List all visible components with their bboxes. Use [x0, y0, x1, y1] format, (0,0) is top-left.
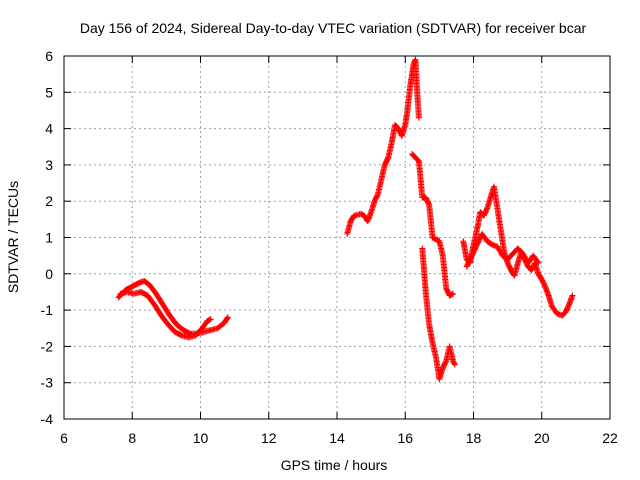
data-layer	[115, 56, 576, 383]
x-tick-label: 18	[466, 430, 482, 446]
x-tick-label: 8	[128, 430, 136, 446]
x-tick-label: 10	[193, 430, 209, 446]
x-tick-label: 22	[602, 430, 618, 446]
x-tick-label: 20	[534, 430, 550, 446]
y-tick-label: 5	[45, 84, 53, 100]
y-tick-label: 4	[45, 121, 53, 137]
data-series	[409, 151, 457, 299]
y-tick-label: -2	[41, 338, 54, 354]
y-tick-label: 2	[45, 193, 53, 209]
x-tick-label: 12	[261, 430, 277, 446]
y-tick-label: -3	[41, 375, 54, 391]
grid-layer	[64, 56, 610, 419]
y-tick-label: 3	[45, 157, 53, 173]
x-tick-label: 6	[60, 430, 68, 446]
data-point-marks	[419, 245, 458, 383]
x-tick-label: 14	[329, 430, 345, 446]
data-series	[463, 230, 542, 270]
y-axis-label: SDTVAR / TECUs	[5, 181, 21, 293]
y-tick-label: 1	[45, 230, 53, 246]
y-tick-label: -1	[41, 302, 54, 318]
x-axis-label: GPS time / hours	[281, 457, 388, 473]
data-point-marks	[409, 151, 457, 299]
data-series	[117, 288, 214, 341]
data-series	[344, 56, 422, 237]
data-point-marks	[344, 56, 422, 237]
x-tick-label: 16	[397, 430, 413, 446]
y-tick-label: -4	[41, 411, 54, 427]
data-series	[419, 245, 458, 383]
y-tick-label: 0	[45, 266, 53, 282]
chart-title: Day 156 of 2024, Sidereal Day-to-day VTE…	[80, 20, 587, 36]
data-point-marks	[117, 288, 214, 341]
data-point-marks	[463, 230, 542, 270]
y-tick-label: 6	[45, 48, 53, 64]
